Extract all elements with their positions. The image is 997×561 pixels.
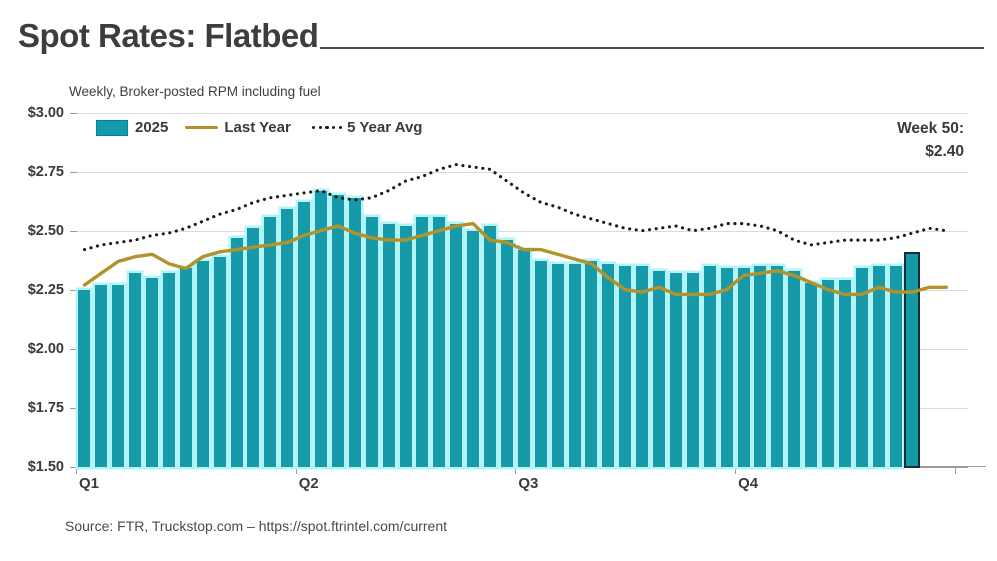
bar-week-14 [298, 202, 311, 467]
x-tick-label-Q4: Q4 [738, 475, 759, 492]
page-header: Spot Rates: Flatbed [18, 18, 984, 54]
bar-week-21 [416, 216, 429, 467]
legend-5yravg-label: 5 Year Avg [347, 119, 423, 136]
bar-week-39 [720, 268, 733, 467]
y-axis-tick [70, 407, 77, 409]
bar-week-35 [653, 270, 666, 467]
x-tick-label-Q2: Q2 [298, 475, 319, 492]
source-text: Source: FTR, Truckstop.com – https://spo… [65, 518, 448, 534]
y-tick-label: $2.25 [27, 281, 64, 298]
bar-week-40 [737, 268, 750, 467]
y-axis-tick [70, 112, 77, 114]
x-axis-tick [515, 467, 517, 474]
legend-2025-bar-swatch-icon [96, 119, 128, 136]
bar-week-44 [805, 282, 818, 467]
bar-week-8 [196, 261, 209, 467]
x-axis-line [76, 466, 986, 467]
bar-week-46 [838, 280, 851, 467]
y-tick-label: $2.50 [27, 222, 64, 239]
gridline-$1.50 [76, 466, 968, 468]
bar-week-49 [889, 266, 902, 467]
bar-week-38 [703, 266, 716, 467]
bar-week-7 [179, 268, 192, 467]
y-axis-tick [70, 230, 77, 232]
bar-week-29 [551, 263, 564, 467]
bar-week-42 [771, 266, 784, 467]
week50-annotation-value: $2.40 [925, 143, 964, 160]
bar-week-48 [872, 266, 885, 467]
bar-week-47 [855, 268, 868, 467]
y-tick-label: $2.75 [27, 163, 64, 180]
y-tick-label: $1.75 [27, 399, 64, 416]
bar-week-28 [534, 261, 547, 467]
y-tick-label: $3.00 [27, 104, 64, 121]
bar-week-17 [348, 197, 361, 467]
five-year-avg-dotted-line [82, 163, 948, 252]
x-tick-label-Q3: Q3 [518, 475, 539, 492]
week50-annotation-label: Week 50: [897, 120, 964, 137]
bar-week-18 [365, 216, 378, 467]
bar-week-15 [315, 190, 328, 467]
chart-legend: 2025 Last Year 5 Year Avg [96, 119, 422, 136]
bar-week-11 [247, 228, 260, 467]
y-tick-label: $1.50 [27, 458, 64, 475]
x-axis-tick [76, 467, 77, 474]
bar-week-16 [331, 195, 344, 467]
y-axis-tick [70, 348, 77, 350]
x-axis-tick [735, 467, 737, 474]
legend-2025-label: 2025 [135, 119, 169, 136]
bar-week-37 [686, 273, 699, 467]
bar-week-6 [162, 273, 175, 467]
bar-week-25 [484, 225, 497, 467]
bar-week-36 [669, 273, 682, 467]
bar-week-26 [500, 240, 513, 467]
bar-week-13 [281, 209, 294, 467]
bar-week-3 [112, 284, 125, 467]
bar-week-19 [382, 223, 395, 467]
bar-week-5 [146, 277, 159, 467]
legend-5yravg-dots-icon [311, 125, 343, 130]
bar-week-32 [602, 263, 615, 467]
legend-lastyear-line-icon [185, 125, 219, 130]
y-axis-tick [70, 289, 77, 291]
x-axis-tick [295, 467, 297, 474]
bar-week-31 [585, 261, 598, 467]
chart-subtitle: Weekly, Broker-posted RPM including fuel [69, 84, 321, 99]
bar-week-10 [230, 237, 243, 467]
bar-week-30 [568, 263, 581, 467]
y-axis-tick [70, 466, 77, 468]
gridline-$2.75 [76, 171, 968, 173]
y-tick-label: $2.00 [27, 340, 64, 357]
bar-week-1 [78, 289, 91, 467]
highlighted-bar-week-50 [904, 251, 921, 469]
legend-lastyear-label: Last Year [224, 119, 291, 136]
x-axis-tick [954, 467, 956, 474]
bar-week-2 [95, 284, 108, 467]
page-title: Spot Rates: Flatbed [18, 17, 319, 54]
week50-annotation: Week 50: $2.40 [897, 117, 964, 163]
bar-week-20 [399, 225, 412, 467]
title-underline [320, 47, 984, 49]
bar-week-34 [636, 266, 649, 467]
bar-week-23 [450, 223, 463, 467]
bar-week-22 [433, 216, 446, 467]
bar-week-4 [129, 273, 142, 467]
gridline-$2.50 [76, 230, 968, 232]
bar-week-27 [517, 249, 530, 467]
bar-week-9 [213, 256, 226, 467]
bar-week-24 [467, 230, 480, 467]
x-tick-label-Q1: Q1 [79, 475, 100, 492]
bar-week-43 [788, 270, 801, 467]
gridline-$3.00 [76, 112, 968, 114]
bar-week-33 [619, 266, 632, 467]
bar-week-12 [264, 216, 277, 467]
bar-week-45 [822, 280, 835, 467]
y-axis-tick [70, 171, 77, 173]
bar-week-41 [754, 266, 767, 467]
